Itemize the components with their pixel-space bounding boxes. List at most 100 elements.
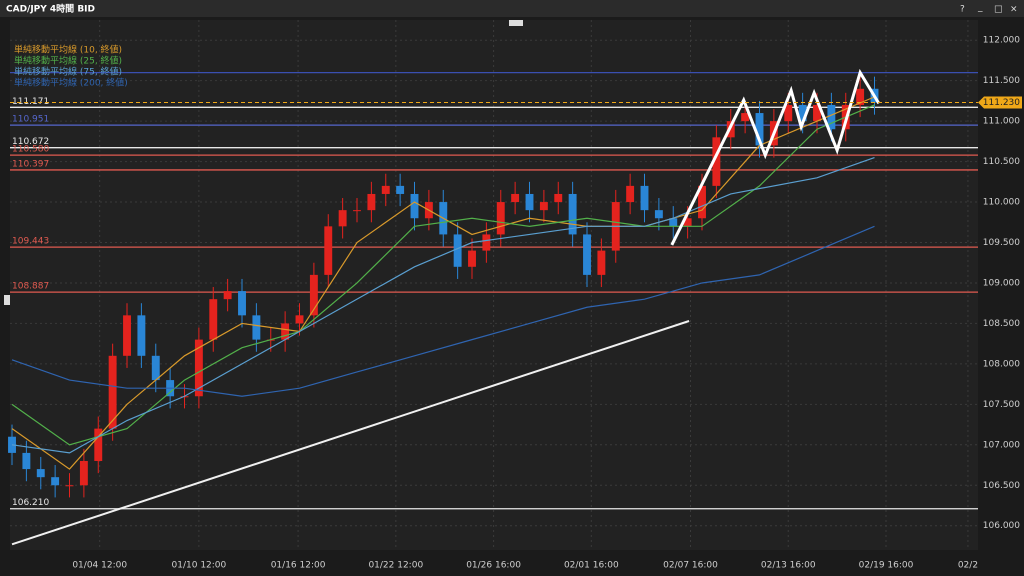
candle-body — [626, 185, 635, 203]
candle-body — [640, 185, 649, 211]
candle-body — [511, 193, 520, 203]
candle-body — [798, 104, 807, 122]
drawn-line — [11, 320, 690, 546]
candle-body — [568, 193, 577, 235]
candle-body — [683, 218, 692, 227]
candle-body — [353, 210, 361, 212]
legend-entry: 単純移動平均線 (10, 終値) — [14, 44, 122, 56]
x-tick-label: 01/16 12:00 — [271, 561, 326, 571]
current-price-tag — [978, 96, 1022, 109]
candle-body — [36, 469, 45, 478]
y-tick-label: 108.500 — [983, 319, 1020, 329]
level-label: 108.887 — [12, 282, 49, 292]
candle-body — [137, 315, 146, 356]
candle-body — [813, 104, 821, 122]
x-tick-label: 01/26 16:00 — [466, 561, 521, 571]
candle-body — [453, 234, 462, 267]
candle-body — [698, 185, 706, 219]
x-tick-label: 01/10 12:00 — [172, 561, 227, 571]
maximize-button[interactable]: □ — [994, 5, 1003, 15]
level-label: 110.951 — [12, 115, 49, 125]
y-tick-label: 111.000 — [983, 117, 1020, 127]
moving-average-line — [11, 156, 875, 454]
candle-body — [554, 193, 563, 203]
window-title: CAD/JPY 4時間 BID — [6, 3, 95, 15]
candle-body — [123, 315, 131, 356]
x-tick-label: 01/04 12:00 — [72, 561, 127, 571]
y-tick-label: 109.500 — [983, 238, 1020, 248]
x-tick-label: 02/13 16:00 — [761, 561, 816, 571]
candle-body — [827, 104, 836, 130]
candle-body — [108, 355, 117, 429]
level-label: 110.580 — [12, 145, 49, 155]
y-tick-label: 112.000 — [983, 36, 1020, 46]
y-tick-label: 106.500 — [983, 481, 1020, 491]
legend-entry: 単純移動平均線 (200, 終値) — [14, 77, 128, 89]
level-label: 110.397 — [12, 159, 49, 169]
side-tab[interactable] — [4, 295, 10, 305]
y-tick-label: 108.000 — [983, 359, 1020, 369]
drawn-line — [670, 68, 881, 246]
candle-body — [8, 436, 16, 453]
x-tick-label: 02/01 16:00 — [564, 561, 619, 571]
candle-body — [367, 193, 376, 211]
candle-body — [669, 218, 678, 227]
candle-body — [741, 113, 750, 122]
candle-body — [396, 185, 405, 194]
moving-average-line — [11, 104, 875, 446]
candle-body — [281, 323, 290, 340]
moving-average-line — [11, 225, 875, 397]
y-tick-label: 106.000 — [983, 521, 1020, 531]
candle-body — [252, 315, 261, 340]
candle-body — [597, 250, 606, 275]
y-tick-label: 107.000 — [983, 440, 1020, 450]
candle-body — [295, 315, 304, 324]
current-price-label: 111.230 — [983, 98, 1020, 108]
candle-body — [468, 250, 476, 267]
y-tick-label: 107.500 — [983, 400, 1020, 410]
moving-average-line — [11, 96, 875, 470]
level-label: 109.443 — [12, 237, 49, 247]
x-tick-label: 01/22 12:00 — [368, 561, 423, 571]
candle-body — [525, 193, 534, 211]
candle-body — [51, 477, 60, 486]
candle-body — [151, 355, 160, 381]
candle-body — [338, 210, 347, 227]
candle-body — [238, 291, 246, 316]
y-tick-label: 111.500 — [983, 76, 1020, 86]
level-label: 110.672 — [12, 137, 49, 147]
legend-entry: 単純移動平均線 (75, 終値) — [14, 66, 122, 78]
candle-body — [223, 291, 232, 300]
candle-body — [755, 113, 764, 146]
candle-body — [194, 339, 203, 397]
candle-body — [309, 274, 318, 316]
legend-entry: 単純移動平均線 (25, 終値) — [14, 55, 122, 67]
candle-body — [482, 234, 491, 251]
y-tick-label: 109.000 — [983, 278, 1020, 288]
level-label: 111.171 — [12, 97, 49, 107]
candle-body — [784, 104, 793, 122]
candle-body — [94, 428, 103, 461]
collapse-tab[interactable] — [509, 20, 523, 26]
candle-body — [654, 210, 663, 219]
candle-body — [209, 299, 218, 340]
candle-body — [22, 452, 31, 470]
candle-body — [583, 234, 591, 275]
candle-body — [324, 226, 333, 275]
x-tick-label: 02/07 16:00 — [663, 561, 718, 571]
candle-body — [496, 202, 505, 235]
y-tick-label: 110.000 — [983, 198, 1020, 208]
candle-body — [65, 485, 74, 487]
close-button[interactable]: × — [1010, 5, 1018, 15]
candle-body — [79, 460, 88, 486]
candle-body — [410, 193, 419, 219]
candle-body — [712, 137, 721, 186]
candle-body — [539, 202, 548, 211]
candle-body — [856, 88, 865, 105]
x-tick-label: 02/19 16:00 — [859, 561, 914, 571]
minimize-button[interactable]: _ — [977, 3, 983, 13]
candle-body — [381, 185, 390, 194]
help-button[interactable]: ? — [960, 5, 965, 15]
y-tick-label: 110.500 — [983, 157, 1020, 167]
